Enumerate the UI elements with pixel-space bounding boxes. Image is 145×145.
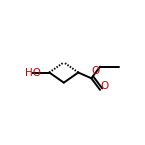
Text: HO: HO	[25, 68, 41, 77]
Text: O: O	[101, 81, 109, 91]
Text: O: O	[91, 66, 99, 76]
